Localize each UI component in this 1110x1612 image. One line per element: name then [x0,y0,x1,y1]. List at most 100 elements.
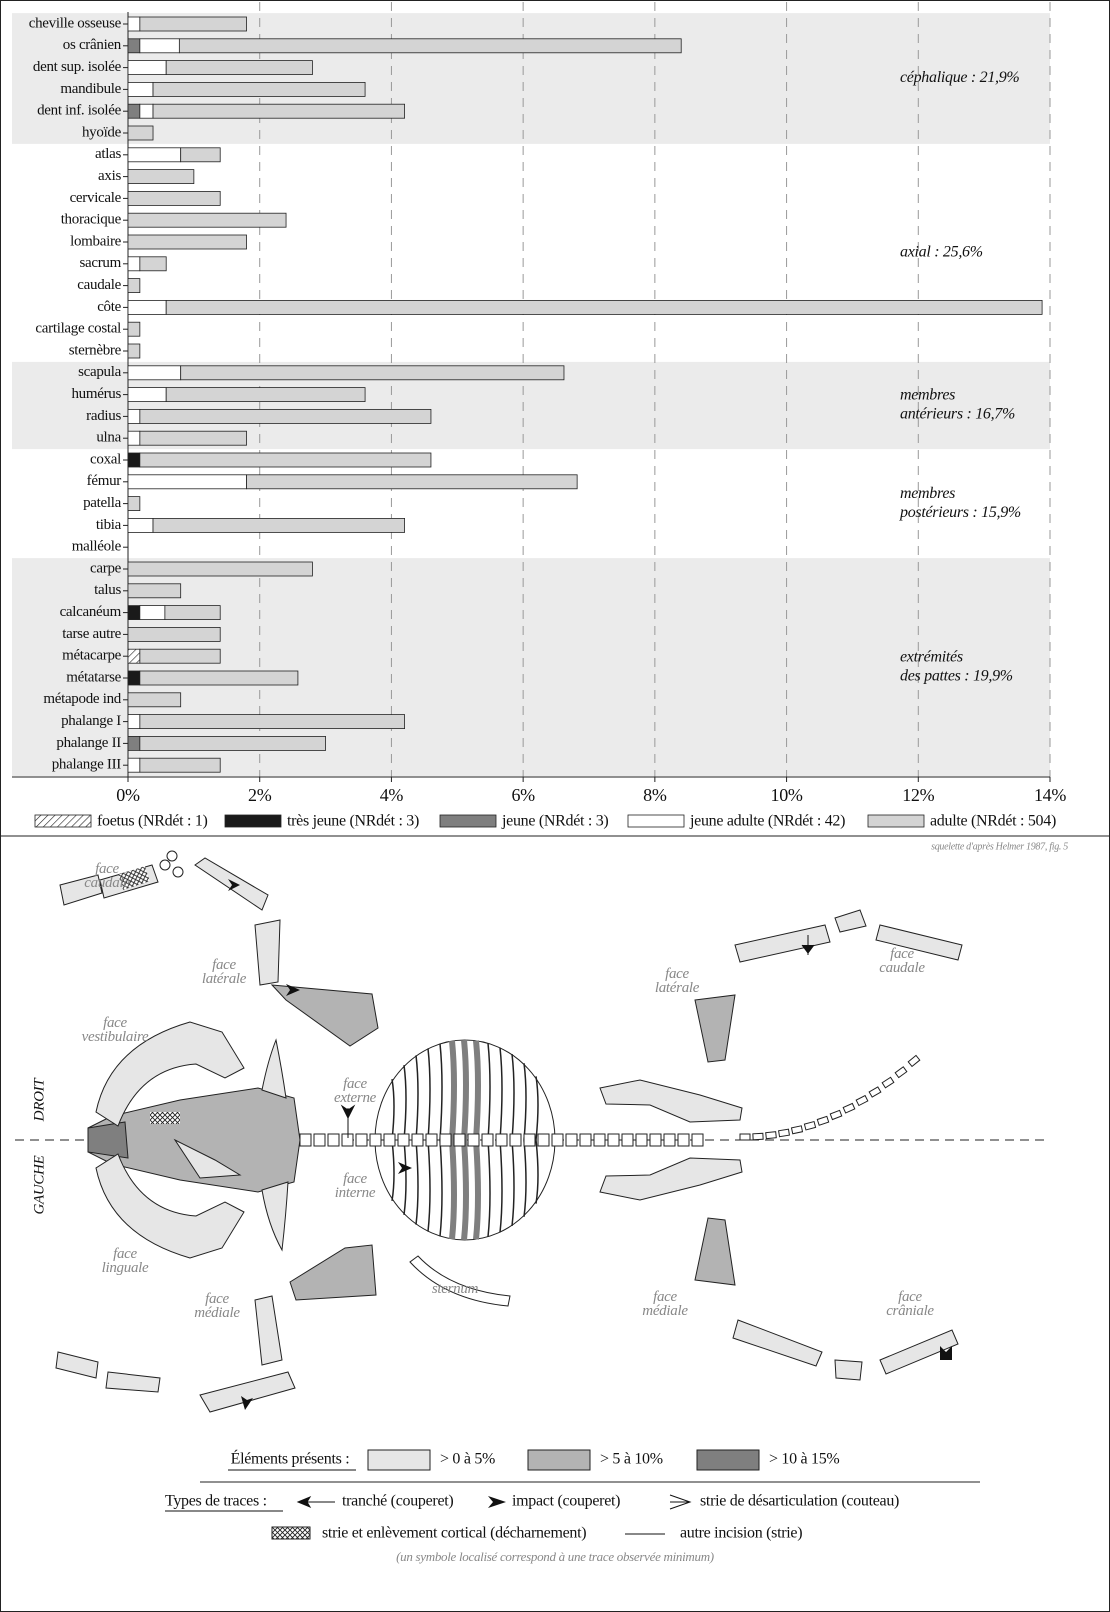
bar-segment [139,605,166,620]
bar-segment [178,38,682,54]
vertebra [621,1133,634,1147]
vertebra [523,1133,536,1147]
mandible [95,1153,245,1259]
y-tick-label: côte [97,299,121,315]
y-tick-label: ulna [96,430,121,446]
rib [473,1040,481,1141]
side-label: DROIT [31,1077,47,1123]
rib [487,1139,491,1237]
bar-segment [127,627,221,642]
trace-label: strie de désarticulation (couteau) [700,1493,899,1510]
y-tick-label: calcanéum [60,604,122,620]
carpal [166,850,178,862]
face-label: sternum [432,1281,479,1297]
rib [449,1139,457,1240]
bar-segment [127,561,313,577]
y-tick-label: fémur [87,473,122,489]
y-tick-label: os crânien [63,37,122,53]
rib [473,1139,481,1240]
bar-segment [127,278,141,294]
tail-vertebra [752,1132,764,1141]
bar-segment [127,299,167,315]
bar-segment [127,169,195,185]
bar-segment [139,408,432,424]
rib [403,1139,407,1215]
y-tick-label: cheville osseuse [29,15,122,31]
face-label-line: face [665,966,689,982]
bar-segment [139,16,247,32]
phalanx [55,1351,99,1379]
horn [261,1038,287,1099]
bar-segment [152,82,366,97]
bar-segment [180,365,565,381]
tail-vertebra [842,1102,856,1114]
bar-segment [139,648,221,664]
tail-vertebra [855,1094,869,1107]
legend-label: jeune (NRdét : 3) [501,813,608,830]
trace-mark [940,1346,952,1360]
bar-segment [127,82,154,97]
y-tick-label: radius [86,408,121,424]
pelvis [599,1079,743,1123]
rib [523,1063,527,1141]
bar-segment [139,714,406,729]
bar-segment [127,387,167,403]
legend-label: adulte (NRdét : 504) [930,813,1056,830]
bar-segment [165,60,313,75]
tail-vertebra [816,1115,830,1126]
bar-segment [127,16,141,32]
tail-vertebra [894,1066,908,1079]
vertebra [495,1133,508,1147]
bar-segment [127,408,141,424]
legend-label: foetus (NRdét : 1) [97,813,208,830]
y-tick-label: dent inf. isolée [37,103,122,119]
metacarpal [105,1371,161,1393]
y-tick-label: tarse autre [62,626,121,642]
bar-segment [127,605,141,620]
y-tick-label: sternèbre [69,342,122,358]
group-label: des pattes : 19,9% [900,667,1013,684]
presence-swatch [696,1449,760,1471]
y-tick-label: scapula [78,364,122,380]
bar-segment [127,321,141,337]
vertebra [383,1133,396,1147]
vertebra [509,1133,522,1147]
skull-nasal [87,1121,129,1159]
bar-chart: 0% 2% 4% 6% 8% 10% 12% 14% cheville osseuse os cr… [12,2,1067,830]
bar-segment [139,256,167,272]
trace-mark [801,935,815,955]
tarsal [834,1359,863,1381]
humerus [254,919,281,986]
face-label-line: caudale [84,875,130,891]
face-label-line: face [95,861,119,877]
tail-vertebra [765,1131,777,1140]
face-label-line: médiale [194,1305,240,1321]
bar-segment [127,256,141,272]
face-label: face latérale [655,966,700,996]
y-tick-label: métatarse [66,669,121,685]
bar-segment [127,38,141,54]
bar-segment [127,452,141,468]
trace-label: autre incision (strie) [680,1525,802,1542]
presence-swatch [527,1449,591,1471]
vertebra [579,1133,592,1147]
bar-segment [127,692,182,708]
legend-swatch [867,814,925,828]
diagram-text: squelette d'après Helmer 1987, fig. 5 DR… [31,841,1068,1321]
vertebra [677,1133,690,1147]
vertebra [439,1133,452,1147]
rib [427,1139,431,1232]
face-label: face latérale [202,957,247,987]
rib [499,1047,503,1141]
face-label-line: médiale [642,1303,688,1319]
ribs [391,1039,539,1241]
trace-label: impact (couperet) [512,1493,620,1510]
vertebra [397,1133,410,1147]
bar-segment [127,496,141,512]
rib [449,1040,457,1141]
symbol-impact [488,1496,506,1508]
rib [391,1079,395,1141]
face-label-line: sternum [432,1281,479,1297]
vertebra [593,1133,606,1147]
bar-segment [127,736,141,751]
